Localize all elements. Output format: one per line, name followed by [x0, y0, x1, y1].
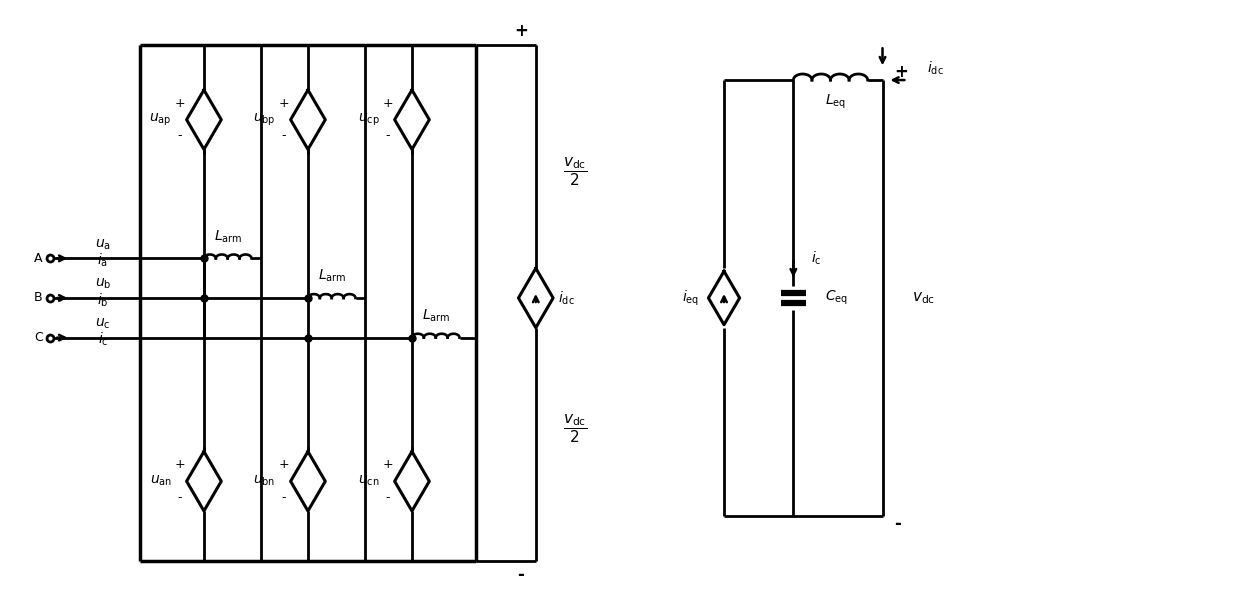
- Text: $L_{\rm arm}$: $L_{\rm arm}$: [422, 308, 450, 324]
- Text: -: -: [386, 129, 389, 142]
- Text: $u_{\rm c}$: $u_{\rm c}$: [95, 317, 110, 331]
- Text: -: -: [177, 491, 182, 504]
- Text: -: -: [177, 129, 182, 142]
- Text: $i_{\rm c}$: $i_{\rm c}$: [98, 331, 108, 348]
- Text: $i_{\rm b}$: $i_{\rm b}$: [97, 291, 109, 309]
- Text: -: -: [281, 491, 286, 504]
- Text: -: -: [894, 515, 901, 533]
- Text: $\dfrac{v_{\rm dc}}{2}$: $\dfrac{v_{\rm dc}}{2}$: [563, 155, 588, 188]
- Text: $L_{\rm arm}$: $L_{\rm arm}$: [213, 228, 242, 245]
- Text: $L_{\rm arm}$: $L_{\rm arm}$: [317, 268, 346, 285]
- Text: $u_{\rm an}$: $u_{\rm an}$: [150, 474, 171, 489]
- Text: $i_{\rm c}$: $i_{\rm c}$: [811, 250, 822, 267]
- Text: -: -: [281, 129, 286, 142]
- Text: B: B: [35, 292, 43, 304]
- Text: $i_{\rm dc}$: $i_{\rm dc}$: [928, 59, 944, 77]
- Text: $u_{\rm b}$: $u_{\rm b}$: [94, 277, 112, 291]
- Text: +: +: [278, 97, 289, 110]
- Text: +: +: [515, 21, 528, 40]
- Text: C: C: [35, 331, 43, 344]
- Text: $C_{\rm eq}$: $C_{\rm eq}$: [825, 289, 848, 307]
- Text: $u_{\rm cp}$: $u_{\rm cp}$: [358, 111, 379, 128]
- Text: $\dfrac{v_{\rm dc}}{2}$: $\dfrac{v_{\rm dc}}{2}$: [563, 413, 588, 445]
- Text: $u_{\rm bn}$: $u_{\rm bn}$: [253, 474, 275, 489]
- Text: $v_{\rm dc}$: $v_{\rm dc}$: [913, 290, 935, 306]
- Text: $i_{\rm a}$: $i_{\rm a}$: [98, 251, 108, 269]
- Text: $u_{\rm a}$: $u_{\rm a}$: [95, 237, 110, 251]
- Text: $L_{\rm eq}$: $L_{\rm eq}$: [825, 93, 846, 111]
- Text: +: +: [894, 63, 908, 81]
- Text: +: +: [175, 97, 185, 110]
- Text: A: A: [35, 252, 42, 265]
- Text: $i_{\rm eq}$: $i_{\rm eq}$: [682, 288, 699, 308]
- Text: -: -: [517, 566, 525, 584]
- Text: $u_{\rm cn}$: $u_{\rm cn}$: [358, 474, 379, 489]
- Text: +: +: [175, 458, 185, 471]
- Text: +: +: [382, 97, 393, 110]
- Text: $u_{\rm bp}$: $u_{\rm bp}$: [253, 111, 275, 128]
- Text: +: +: [278, 458, 289, 471]
- Text: $i_{\rm dc}$: $i_{\rm dc}$: [558, 289, 574, 307]
- Text: $u_{\rm ap}$: $u_{\rm ap}$: [149, 111, 171, 128]
- Text: +: +: [382, 458, 393, 471]
- Text: -: -: [386, 491, 389, 504]
